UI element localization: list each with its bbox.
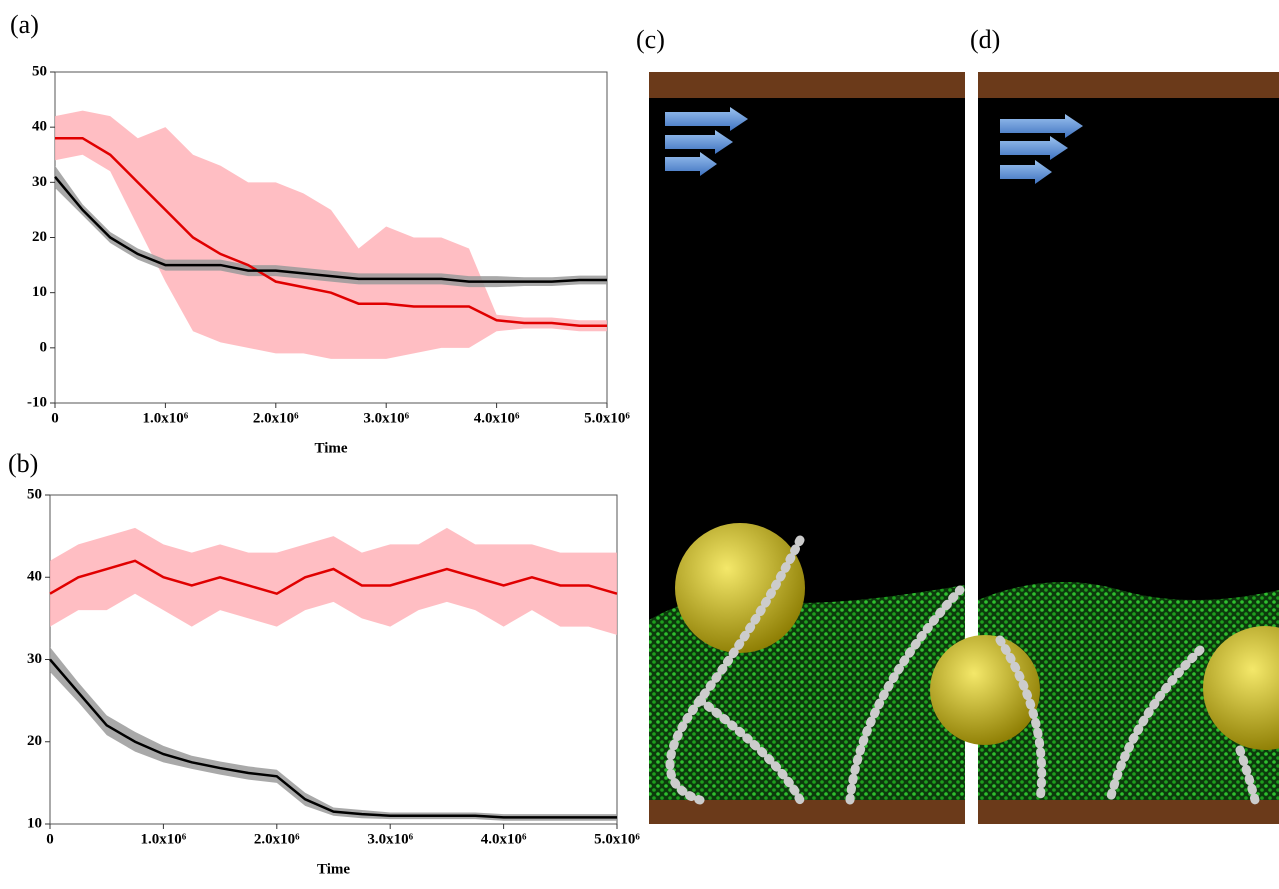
x-tick-label: 1.0x10⁶ <box>143 410 189 426</box>
panel-label: (a) <box>10 10 39 39</box>
x-axis-label: Time <box>317 861 350 877</box>
panel-label: (c) <box>636 25 665 54</box>
y-tick-label: 40 <box>32 119 47 135</box>
x-tick-label: 0 <box>51 410 59 426</box>
x-tick-label: 5.0x10⁶ <box>594 831 640 847</box>
x-tick-label: 4.0x10⁶ <box>474 410 520 426</box>
panel-label: (b) <box>8 449 38 478</box>
y-tick-label: 30 <box>27 651 42 667</box>
series-line <box>49 559 618 596</box>
x-tick-label: 2.0x10⁶ <box>254 831 300 847</box>
x-tick-label: 3.0x10⁶ <box>363 410 409 426</box>
y-tick-label: 20 <box>27 733 42 749</box>
y-tick-label: 30 <box>32 174 47 190</box>
x-tick-label: 0 <box>46 831 54 847</box>
snapshot-d <box>930 72 1279 824</box>
snapshot-c <box>649 72 965 824</box>
error-band <box>50 527 617 635</box>
x-tick-label: 2.0x10⁶ <box>253 410 299 426</box>
x-tick-label: 5.0x10⁶ <box>584 410 630 426</box>
series-line <box>49 658 617 819</box>
y-tick-label: -10 <box>27 394 47 410</box>
x-axis-label: Time <box>314 440 347 456</box>
x-tick-label: 3.0x10⁶ <box>367 831 413 847</box>
x-tick-label: 1.0x10⁶ <box>141 831 187 847</box>
y-tick-label: 40 <box>27 569 42 585</box>
panel-label: (d) <box>970 25 1000 54</box>
series-line <box>54 176 607 283</box>
y-tick-label: 50 <box>32 63 47 79</box>
error-band <box>55 110 607 359</box>
y-tick-label: 50 <box>27 486 42 502</box>
y-tick-label: 0 <box>40 339 48 355</box>
y-tick-label: 10 <box>32 284 47 300</box>
x-tick-label: 4.0x10⁶ <box>481 831 527 847</box>
series-line <box>55 136 607 328</box>
error-band <box>50 647 617 821</box>
y-tick-label: 20 <box>32 229 47 245</box>
y-tick-label: 10 <box>27 815 42 831</box>
